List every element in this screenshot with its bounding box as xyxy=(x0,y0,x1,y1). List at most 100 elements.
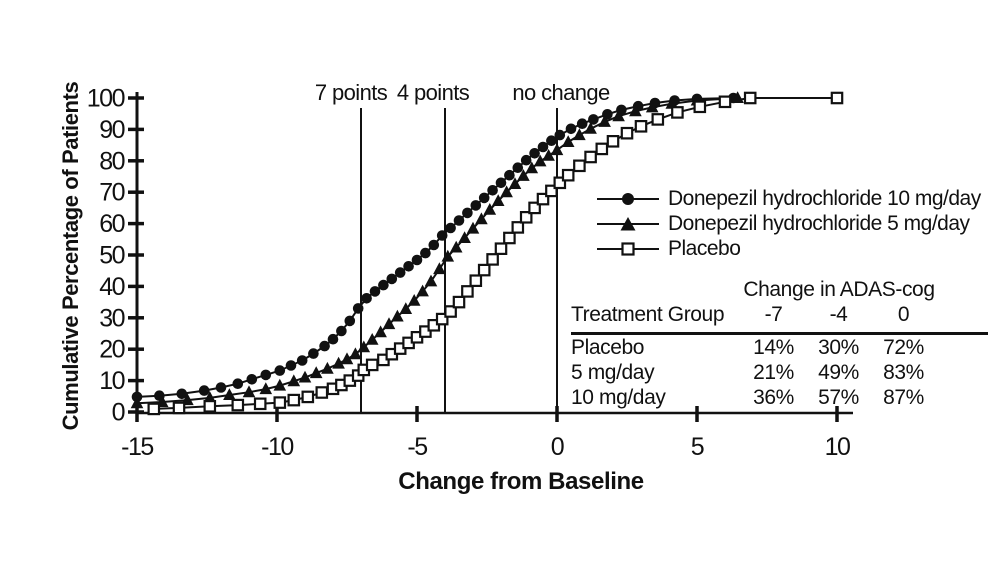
square-marker-icon xyxy=(584,150,597,164)
square-marker-icon xyxy=(315,386,329,399)
triangle-marker-icon xyxy=(433,262,446,275)
square-marker-icon xyxy=(452,295,466,309)
circle-marker-icon xyxy=(403,261,414,272)
triangle-marker-icon xyxy=(500,185,513,198)
circle-marker-icon xyxy=(470,200,482,211)
triangle-marker-icon xyxy=(441,249,455,262)
triangle-marker-icon xyxy=(349,347,362,360)
adas-cog-results-table: Change in ADAS-cog Treatment Group -7 -4… xyxy=(571,277,988,410)
triangle-marker-icon xyxy=(424,274,438,287)
triangle-marker-icon xyxy=(731,91,744,103)
legend-label: Donepezil hydrochloride 10 mg/day xyxy=(668,186,981,210)
y-tick-label: 70 xyxy=(99,179,124,207)
square-marker-icon xyxy=(253,397,267,411)
square-marker-icon xyxy=(231,398,245,412)
square-marker-icon xyxy=(561,168,575,182)
table-cell: 21% xyxy=(753,360,794,384)
triangle-marker-icon xyxy=(561,135,575,147)
square-marker-icon xyxy=(634,119,648,133)
table-group-header: Change in ADAS-cog xyxy=(743,278,935,301)
y-tick-label: 40 xyxy=(99,273,124,301)
square-marker-icon xyxy=(494,242,508,255)
triangle-marker-icon xyxy=(407,294,421,306)
table-col-header-minus4: -4 xyxy=(806,303,871,335)
legend-item-10mg: Donepezil hydrochloride 10 mg/day xyxy=(597,186,981,211)
triangle-marker-icon xyxy=(357,340,371,353)
triangle-marker-icon xyxy=(130,396,144,409)
y-tick-label: 30 xyxy=(99,304,124,332)
circle-marker-icon xyxy=(537,141,549,153)
triangle-marker-icon xyxy=(584,122,597,134)
triangle-marker-icon xyxy=(573,128,586,141)
y-tick-label: 10 xyxy=(99,367,124,395)
square-marker-icon xyxy=(365,358,379,372)
circle-marker-icon xyxy=(520,154,532,166)
triangle-marker-icon xyxy=(449,240,463,253)
square-marker-icon xyxy=(595,142,609,156)
circle-marker-icon xyxy=(588,114,599,125)
table-cell-group: 10 mg/day xyxy=(571,385,666,409)
square-marker-icon xyxy=(301,390,315,404)
table-cell: 83% xyxy=(883,360,924,384)
square-marker-icon xyxy=(743,91,757,105)
triangle-marker-icon xyxy=(665,96,679,109)
triangle-marker-icon xyxy=(340,352,354,365)
triangle-marker-icon xyxy=(374,325,387,338)
triangle-marker-icon xyxy=(203,391,217,403)
x-tick-label: -5 xyxy=(407,433,427,461)
square-marker-icon xyxy=(718,95,732,109)
triangle-marker-icon xyxy=(542,149,555,161)
table-grid: Treatment Group -7 -4 0 Placebo 14% 30% … xyxy=(571,303,988,410)
legend: Donepezil hydrochloride 10 mg/day Donepe… xyxy=(597,186,981,261)
ref-line-label: no change xyxy=(512,80,610,105)
filled-circle-marker-icon xyxy=(597,192,659,205)
triangle-marker-icon xyxy=(365,333,379,345)
triangle-marker-icon xyxy=(259,382,273,395)
circle-marker-icon xyxy=(352,303,364,314)
table-cell: 72% xyxy=(883,335,924,359)
circle-marker-icon xyxy=(453,215,465,226)
table-cell: 14% xyxy=(753,335,794,359)
y-tick-label: 60 xyxy=(99,210,124,238)
square-marker-icon xyxy=(528,201,541,215)
circle-marker-icon xyxy=(308,348,319,359)
square-marker-icon xyxy=(435,312,449,326)
circle-marker-icon xyxy=(436,230,448,241)
triangle-marker-icon xyxy=(416,284,429,297)
triangle-marker-icon xyxy=(223,388,236,400)
triangle-marker-icon xyxy=(508,177,522,189)
square-marker-icon xyxy=(671,106,684,119)
square-marker-icon xyxy=(273,396,287,409)
circle-marker-icon xyxy=(246,374,258,385)
circle-marker-icon xyxy=(336,325,347,337)
x-axis-title: Change from Baseline xyxy=(398,468,644,495)
triangle-marker-icon xyxy=(475,212,488,225)
triangle-marker-icon xyxy=(287,374,301,387)
x-tick-label: 10 xyxy=(825,433,850,461)
triangle-marker-icon xyxy=(321,361,334,374)
square-marker-icon xyxy=(830,91,844,105)
square-marker-icon xyxy=(172,401,186,415)
y-tick-label: 50 xyxy=(99,242,124,270)
square-marker-icon xyxy=(477,263,491,277)
triangle-marker-icon xyxy=(629,104,642,117)
table-cell: 49% xyxy=(818,360,859,384)
circle-marker-icon xyxy=(215,382,227,393)
circle-marker-icon xyxy=(512,162,524,173)
circle-marker-icon xyxy=(411,254,423,266)
square-marker-icon xyxy=(147,402,161,416)
circle-marker-icon xyxy=(296,355,308,366)
square-marker-icon xyxy=(469,274,483,287)
triangle-marker-icon xyxy=(242,385,256,398)
circle-marker-icon xyxy=(504,169,515,181)
square-marker-icon xyxy=(693,100,707,114)
triangle-marker-icon xyxy=(458,231,471,243)
triangle-marker-icon xyxy=(273,378,287,391)
table-row-10mg: 10 mg/day 36% 57% 87% xyxy=(571,385,988,410)
triangle-marker-icon xyxy=(466,221,480,234)
x-tick-label: 5 xyxy=(691,433,704,461)
y-tick-label: 90 xyxy=(99,116,124,144)
y-tick-label: 20 xyxy=(99,336,124,364)
